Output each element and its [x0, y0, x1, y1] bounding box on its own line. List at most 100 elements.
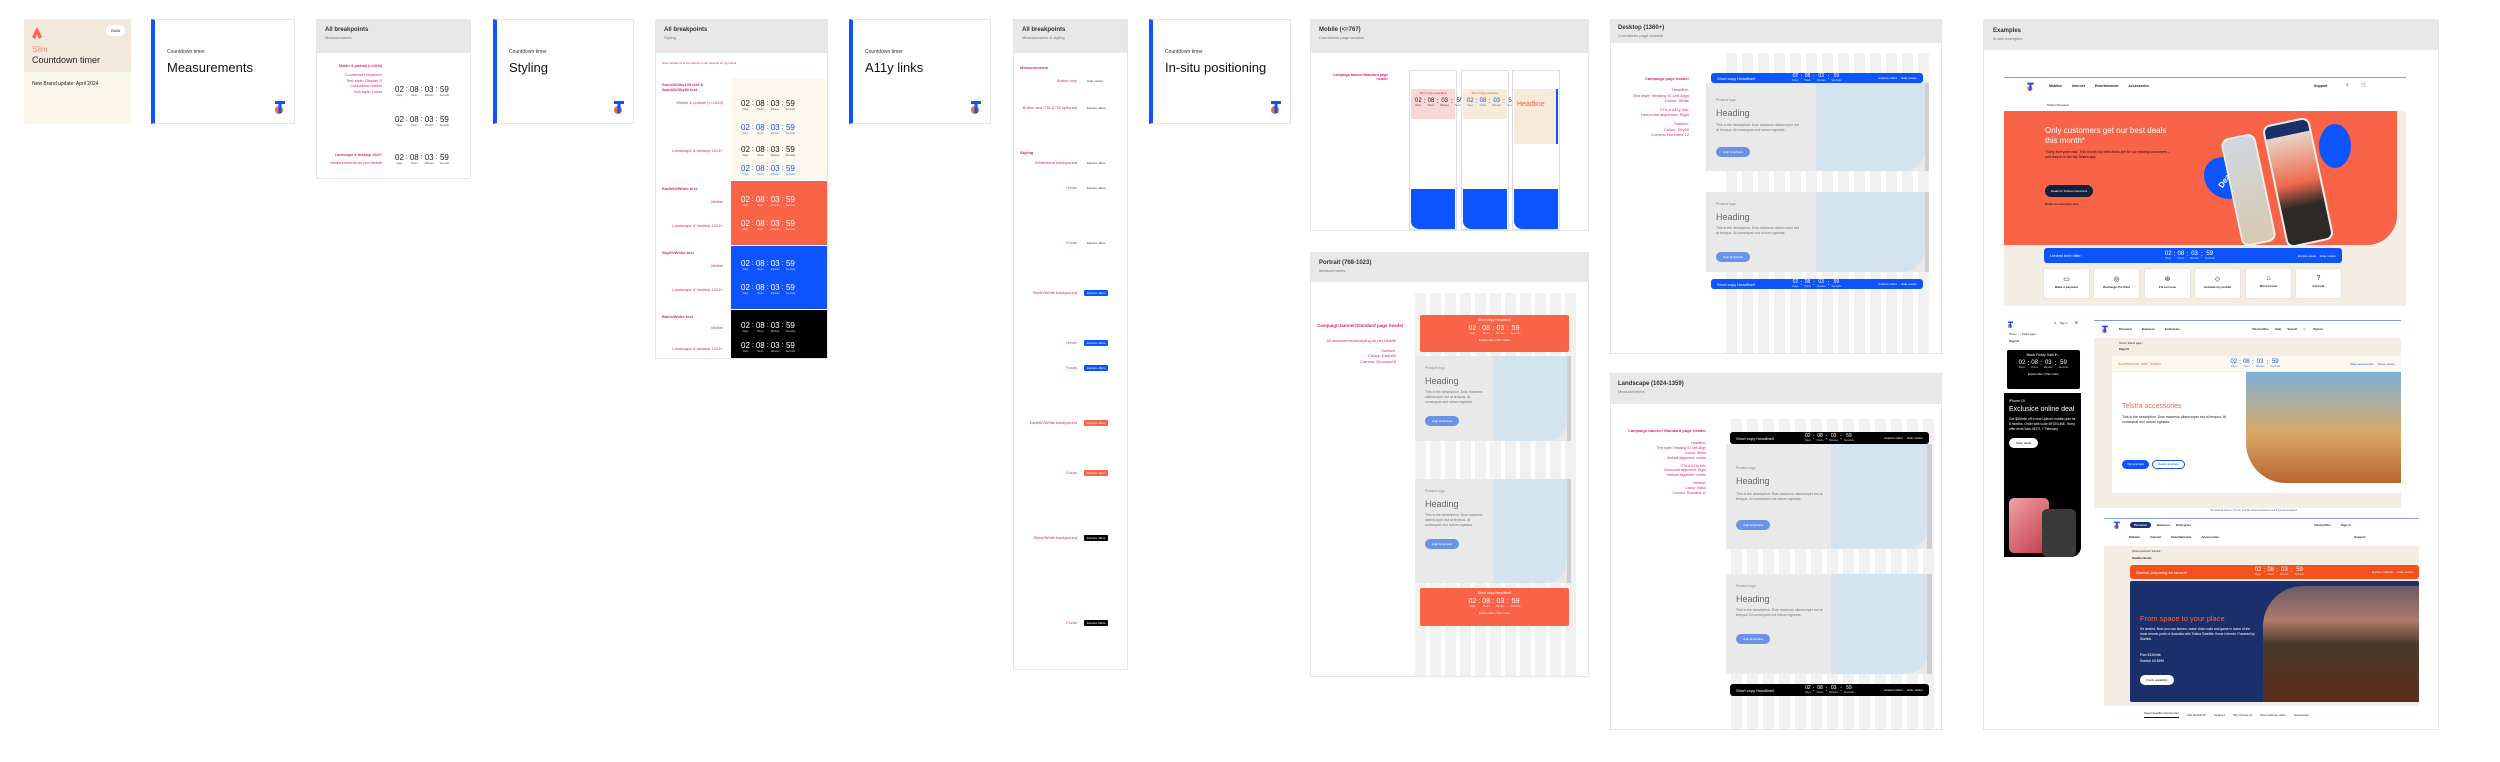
frame-examples[interactable]: Examples In-situ examples Mobiles Interne…	[1983, 19, 2439, 730]
tab-select-plan[interactable]: Select Satellite Internet plan	[2144, 711, 2179, 718]
high-emphasis-button[interactable]: High Emphasis	[1736, 520, 1771, 530]
nav-item[interactable]: Internet	[2150, 535, 2162, 539]
cta-link[interactable]: Explore offers	[2028, 372, 2044, 376]
frame-bp-styling[interactable]: All breakpoints Styling Note variations o…	[655, 19, 828, 359]
quick-link-move-house[interactable]: ⌂ Move house	[2246, 269, 2291, 298]
cta-link[interactable]: Explore offers	[1084, 340, 1109, 346]
hide-motion-link[interactable]: Hide motion	[1087, 79, 1104, 83]
nav-item[interactable]: Mobiles	[2129, 535, 2141, 539]
section-styling[interactable]: Countdown timer Styling	[493, 19, 634, 124]
frame-a11y-links[interactable]: All breakpoints Measurements & styling Me…	[1013, 19, 1128, 670]
deals-button[interactable]: Deals for Telstra customers	[2045, 185, 2094, 197]
nav-item[interactable]: Entertainment	[2171, 535, 2192, 539]
section-measurements[interactable]: Countdown timer Measurements	[151, 19, 295, 124]
cta-link[interactable]: Explore offers	[1084, 290, 1109, 296]
cta-link[interactable]: Explore offers	[1087, 186, 1106, 190]
quick-link-make-payment[interactable]: ▭ Make a payment	[2044, 269, 2089, 298]
cta-link[interactable]: Explore offers	[1884, 688, 1903, 692]
menu-icon[interactable]: ≡	[2075, 320, 2078, 326]
hide-motion-link[interactable]: Hide motion	[2319, 253, 2336, 258]
cta-link[interactable]: Explore offers	[1479, 338, 1495, 342]
search-icon[interactable]: ⌕	[2346, 82, 2349, 88]
high-emphasis-button[interactable]: High Emphasis	[1716, 252, 1751, 262]
nav-item[interactable]: Telstra Plus	[2252, 327, 2269, 331]
high-emphasis-button[interactable]: High Emphasis	[2122, 460, 2149, 469]
cta-link[interactable]: Explore offers	[1084, 535, 1109, 541]
hide-motion-link[interactable]: Hide motion	[1496, 611, 1510, 615]
hide-motion-link[interactable]: Hide motion	[1906, 688, 1923, 692]
cart-icon[interactable]: 🛒	[2303, 327, 2308, 331]
sign-in-link[interactable]: Sign in	[2060, 322, 2068, 325]
high-emphasis-button[interactable]: High Emphasis	[1425, 539, 1460, 549]
nav-item[interactable]: Enterprise	[2176, 523, 2191, 527]
cta-link[interactable]: Explore offers	[1084, 620, 1109, 626]
tab-features[interactable]: Features	[2213, 712, 2225, 717]
frame-bp-measurements[interactable]: All breakpoints Measurements Mobile & por…	[316, 19, 471, 179]
frame-landscape[interactable]: Landscape (1024-1359) Measurements Campai…	[1610, 373, 1942, 730]
nav-item[interactable]: Business	[2156, 523, 2171, 527]
explore-deals-link[interactable]: Explore deals	[2297, 253, 2316, 258]
nav-item[interactable]: Mobiles	[2049, 84, 2063, 88]
quick-link-activate[interactable]: ◇ Activate my mobile	[2195, 269, 2240, 298]
cta-link[interactable]: Explore offers	[1479, 611, 1495, 615]
deals-link[interactable]: Deals for everyone else	[2045, 202, 2079, 206]
check-availability-button[interactable]: Check availability	[2140, 675, 2174, 685]
cta-link[interactable]: Explore offers	[1087, 241, 1106, 245]
hide-motion-link[interactable]: Hide motion	[1900, 282, 1917, 286]
nav-item[interactable]: Help	[2274, 327, 2282, 331]
tab-why-choose-us[interactable]: Why choose us	[2233, 712, 2253, 717]
high-emphasis-button[interactable]: High Emphasis	[1425, 416, 1460, 426]
cta-link[interactable]: Explore offers	[1878, 76, 1897, 80]
frame-desktop[interactable]: Desktop (1360+) Countdown page location C…	[1610, 19, 1942, 354]
section-insitu[interactable]: Countdown timer In-situ positioning	[1149, 19, 1291, 124]
nav-item-personal[interactable]: Personal	[2130, 522, 2151, 528]
frame-mobile[interactable]: Mobile (<=767) Countdown page location Ca…	[1310, 19, 1589, 231]
quick-link-get-help[interactable]: ? Get help	[2296, 269, 2341, 298]
quick-link-recharge[interactable]: ◎ Recharge Pre-Paid	[2094, 269, 2139, 298]
tab-new-customer-offers[interactable]: New customer offers	[2260, 712, 2286, 717]
cart-icon[interactable]: 🛒	[2361, 82, 2368, 88]
cta-link[interactable]: Explore offers	[1084, 365, 1109, 371]
nav-item[interactable]: Business	[2141, 327, 2156, 331]
network-notice[interactable]: 5G network closure. Try our new 5G devic…	[2210, 509, 2298, 512]
explore-starlink-link[interactable]: Explore Starlink	[2371, 570, 2393, 574]
medium-emphasis-button[interactable]: Medium Emphasis	[2152, 460, 2185, 469]
nav-item[interactable]: Personal	[2119, 327, 2132, 331]
nav-item[interactable]: Accessories	[2201, 535, 2220, 539]
hide-motion-link[interactable]: Hide motion	[1496, 338, 1510, 342]
section-a11y[interactable]: Countdown timer A11y links	[849, 19, 991, 124]
frame-subtitle: Styling	[664, 35, 677, 40]
cta-link[interactable]: Explore offers	[1084, 420, 1109, 426]
show-motion-link[interactable]: Show motion	[2377, 361, 2395, 366]
sign-in-link[interactable]: Sign in	[2340, 523, 2351, 527]
support-menu[interactable]: Support	[2314, 84, 2328, 88]
cta-link[interactable]: Explore offers	[1884, 436, 1903, 440]
cta-link[interactable]: Explore offers	[1084, 470, 1109, 476]
nav-item[interactable]: Accessories	[2128, 84, 2150, 88]
shop-accessories-link[interactable]: Shop accessories	[2349, 361, 2374, 366]
nav-item[interactable]: Internet	[2072, 84, 2085, 88]
countdown-value: 02	[741, 99, 750, 108]
search-link[interactable]: Search	[2287, 327, 2298, 331]
hide-motion-link[interactable]: Hide motion	[1906, 436, 1923, 440]
sign-in-link[interactable]: Sign in	[2313, 327, 2324, 331]
cta-link[interactable]: Explore offers	[1087, 161, 1106, 165]
high-emphasis-button[interactable]: High Emphasis	[1716, 147, 1751, 157]
hide-motion-link[interactable]: Hide motion	[2045, 372, 2059, 376]
search-icon[interactable]: ⌕	[2054, 320, 2057, 325]
frame-portrait[interactable]: Portrait (768-1023) Measurements Campaign…	[1310, 252, 1589, 677]
shop-deals-button[interactable]: Shop deals	[2009, 438, 2039, 449]
cta-link[interactable]: Explore offers	[1878, 282, 1897, 286]
cta-link[interactable]: Explore offers	[1087, 106, 1106, 110]
nav-item[interactable]: Telstra Plus	[2314, 523, 2331, 527]
quick-link-fix-issue[interactable]: ⊛ Fix an issue	[2145, 269, 2190, 298]
support-menu[interactable]: Support	[2354, 535, 2366, 539]
tab-accessories[interactable]: Accessories	[2293, 712, 2309, 717]
nav-item[interactable]: Enterprise	[2165, 327, 2180, 331]
cover-frame[interactable]: Build Slim Countdown timer New Brand upd…	[24, 19, 131, 124]
hide-motion-link[interactable]: Hide motion	[1900, 76, 1917, 80]
nav-item[interactable]: Entertainment	[2094, 84, 2119, 88]
tab-add-kit[interactable]: Add Starlink Kit	[2186, 712, 2206, 717]
hide-motion-link[interactable]: Hide motion	[2396, 570, 2413, 574]
high-emphasis-button[interactable]: High Emphasis	[1736, 634, 1771, 644]
